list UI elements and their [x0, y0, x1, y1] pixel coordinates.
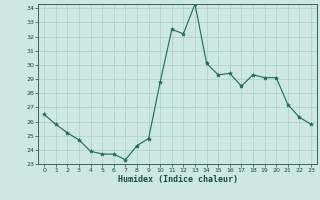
X-axis label: Humidex (Indice chaleur): Humidex (Indice chaleur): [118, 175, 238, 184]
